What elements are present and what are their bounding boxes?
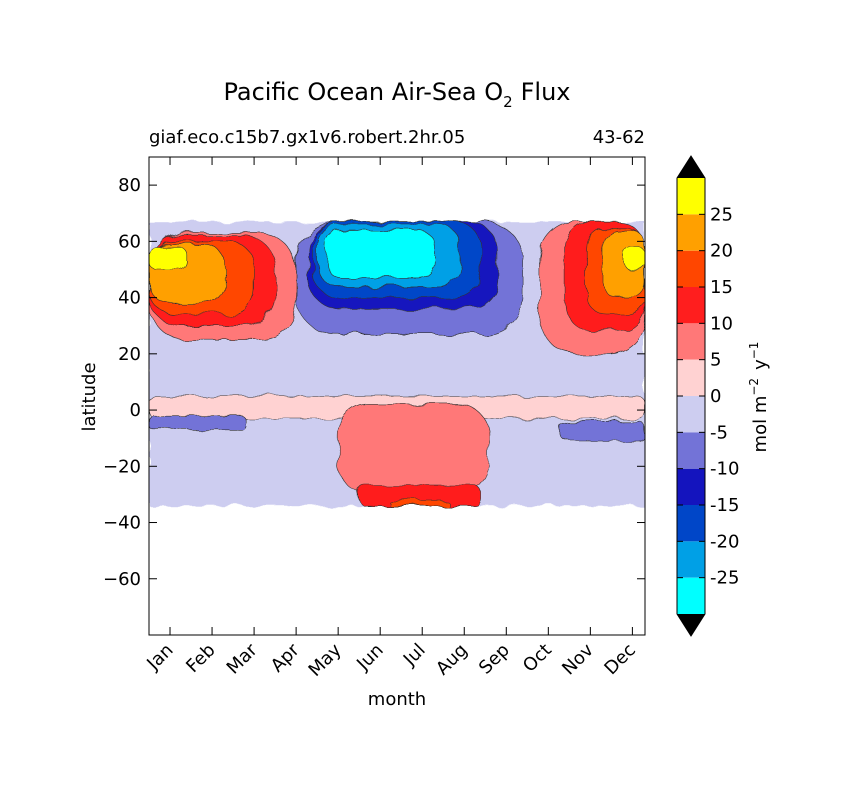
colorbar-band	[677, 577, 705, 614]
colorbar-band	[677, 178, 705, 215]
colorbar-outline	[676, 155, 706, 637]
y-axis-label: latitude	[79, 362, 100, 431]
x-tick-label: Oct	[519, 640, 556, 677]
y-tick-label: 40	[118, 288, 141, 309]
contour-region	[325, 229, 436, 279]
y-tick-label: −20	[103, 456, 141, 477]
colorbar-band	[677, 323, 705, 360]
subtitle-left: giaf.eco.c15b7.gx1v6.robert.2hr.05	[149, 127, 465, 148]
colorbar-band	[677, 432, 705, 469]
y-tick-label: −40	[103, 513, 141, 534]
colorbar-band	[677, 505, 705, 542]
colorbar-tick-label: 20	[710, 241, 733, 262]
contour-region	[623, 246, 645, 270]
colorbar-extend-max	[677, 156, 705, 178]
contour-region	[337, 404, 490, 495]
chart-title: Pacific Ocean Air-Sea O2 Flux	[223, 78, 570, 111]
colorbar-band	[677, 396, 705, 433]
colorbar-tick-label: -25	[710, 568, 739, 589]
colorbar-tick-label: -5	[710, 422, 728, 443]
x-tick-label: Mar	[223, 639, 262, 678]
x-tick-label: Jun	[352, 640, 387, 675]
contour-fills	[149, 221, 645, 507]
colorbar: -25 -20 -15 -10 -5 0 5 10 15 20 25	[676, 155, 739, 637]
contour-region	[388, 499, 448, 506]
colorbar-band	[677, 250, 705, 287]
colorbar-tick-label: 10	[710, 313, 733, 334]
subtitle-right: 43-62	[593, 127, 645, 148]
colorbar-tick-label: 0	[710, 386, 721, 407]
x-tick-label: Feb	[182, 640, 219, 677]
y-tick-label: 20	[118, 344, 141, 365]
colorbar-tick-label: -15	[710, 495, 739, 516]
x-tick-label: Nov	[558, 639, 598, 679]
y-tick-label: 0	[130, 400, 141, 421]
x-tick-label: Sep	[475, 640, 514, 679]
colorbar-tick-label: 15	[710, 277, 733, 298]
colorbar-tick-label: -20	[710, 531, 739, 552]
contour-region	[149, 246, 188, 270]
colorbar-band	[677, 468, 705, 505]
colorbar-tick-label: 25	[710, 204, 733, 225]
title-subscript: 2	[503, 93, 513, 111]
plot-frame	[148, 156, 646, 636]
colorbar-tick-label: -10	[710, 459, 739, 480]
colorbar-band	[677, 214, 705, 251]
colorbar-label: mol m−2y−1	[747, 342, 771, 453]
x-tick-label: Aug	[432, 640, 472, 680]
x-axis-label: month	[368, 689, 426, 710]
colorbar-band	[677, 287, 705, 324]
y-tick-label: −60	[103, 569, 141, 590]
x-tick-label: Jul	[399, 640, 430, 671]
y-tick-label: 80	[118, 175, 141, 196]
colorbar-band	[677, 359, 705, 396]
x-tick-label: Apr	[267, 639, 304, 676]
colorbar-extend-min	[677, 614, 705, 636]
x-tick-label: Jan	[142, 640, 177, 675]
x-tick-label: May	[305, 639, 346, 680]
colorbar-band	[677, 541, 705, 578]
contour-region	[560, 421, 645, 442]
y-axis: 80 60 40 20 0 −20 −40 −60	[103, 175, 645, 590]
y-tick-label: 60	[118, 231, 141, 252]
colorbar-tick-label: 5	[710, 350, 721, 371]
x-tick-label: Dec	[600, 640, 639, 679]
contour-region	[149, 415, 246, 431]
